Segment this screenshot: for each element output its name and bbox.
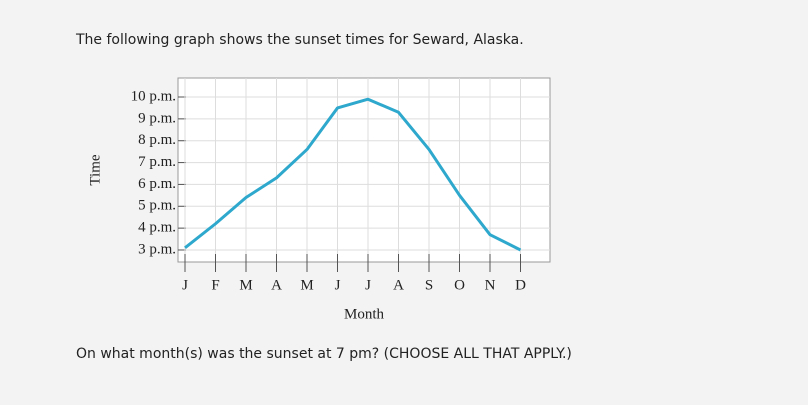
- x-tick-label: A: [271, 277, 282, 293]
- y-tick-label: 8 p.m.: [138, 132, 176, 148]
- x-tick-label: J: [182, 277, 188, 293]
- y-tick-label: 7 p.m.: [138, 154, 176, 170]
- x-tick-label: N: [485, 277, 496, 293]
- question-text: On what month(s) was the sunset at 7 pm?…: [76, 346, 572, 362]
- x-tick-label: O: [454, 277, 465, 293]
- line: [184, 97, 522, 252]
- x-tick-label: S: [425, 277, 433, 293]
- x-tick-label: J: [335, 277, 341, 293]
- x-axis-label: Month: [344, 306, 385, 322]
- x-tick-label: A: [393, 277, 404, 293]
- y-tick-label: 9 p.m.: [138, 110, 176, 126]
- y-tick-label: 10 p.m.: [131, 88, 176, 104]
- x-tick-label: M: [300, 277, 313, 293]
- y-tick-label: 6 p.m.: [138, 176, 176, 192]
- x-tick-label: D: [515, 277, 526, 293]
- plot-area: [177, 77, 551, 263]
- y-tick-label: 4 p.m.: [138, 220, 176, 236]
- x-tick-label: J: [365, 277, 371, 293]
- y-axis-label: Time: [87, 154, 103, 185]
- y-tick-label: 3 p.m.: [138, 241, 176, 257]
- x-tick-label: F: [211, 277, 219, 293]
- x-tick-label: M: [239, 277, 252, 293]
- y-tick-label: 5 p.m.: [138, 198, 176, 214]
- intro-text: The following graph shows the sunset tim…: [76, 32, 524, 48]
